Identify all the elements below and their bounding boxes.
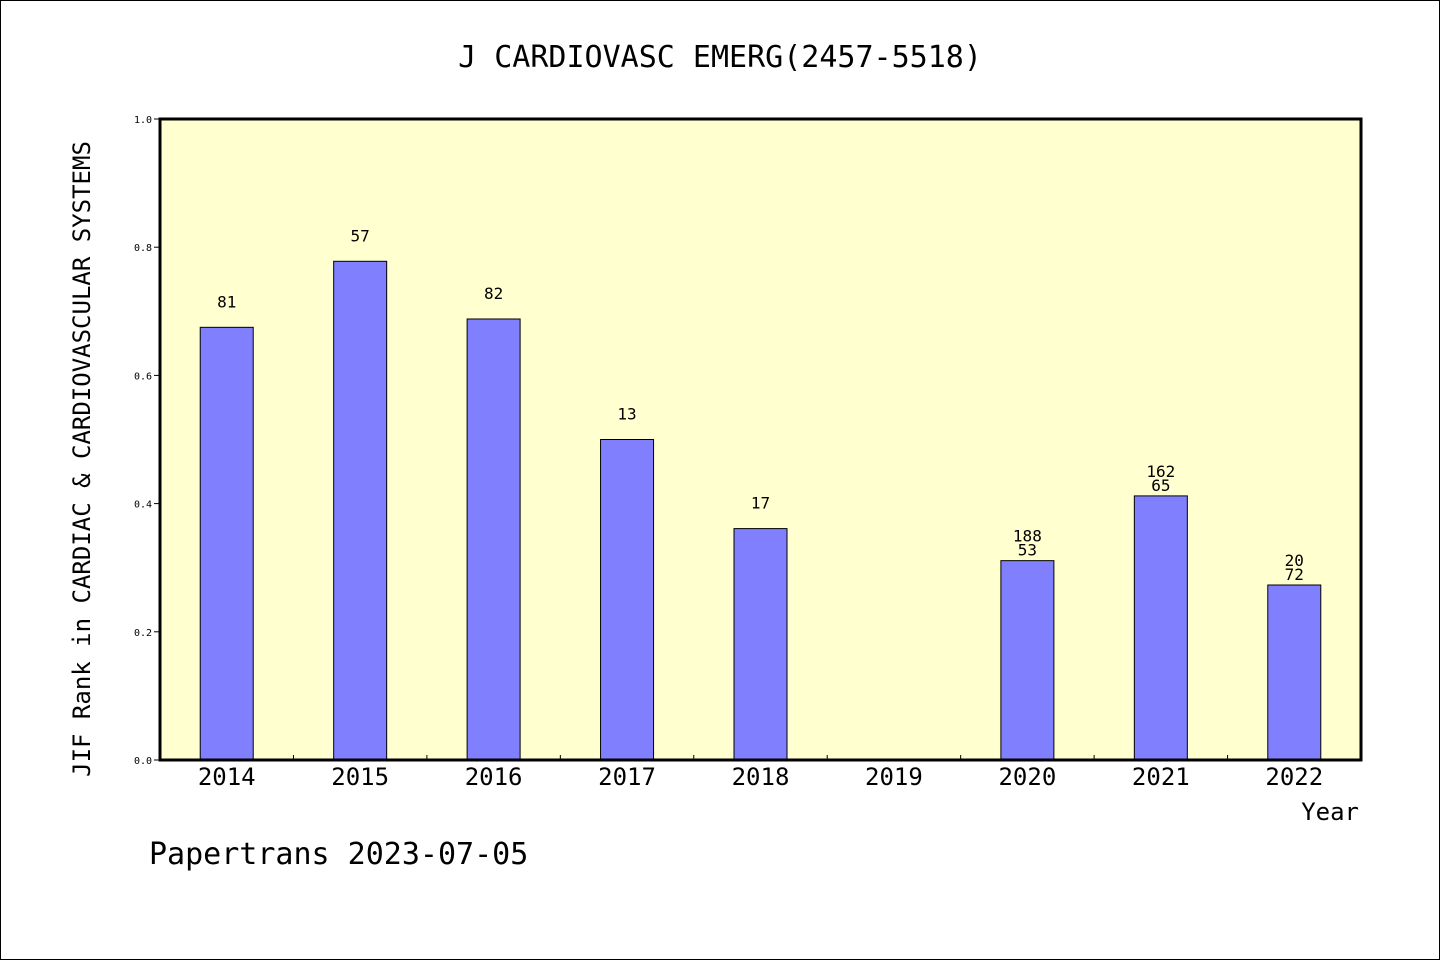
bar-label-2022: 72 [1285, 565, 1304, 584]
x-tick-label: 2019 [865, 763, 923, 791]
chart-title: J CARDIOVASC EMERG(2457-5518) [458, 40, 982, 75]
y-axis: 0.0 0.2 0.4 0.6 0.8 1.0 [134, 115, 160, 767]
bar-label-2020: 188 [1013, 527, 1042, 546]
bar-label-2017: 13 [617, 405, 636, 424]
bar-2015 [333, 260, 388, 761]
x-tick-label: 2016 [465, 763, 523, 791]
bar-label-2016: 82 [484, 284, 503, 303]
y-tick-label: 0.0 [134, 756, 152, 767]
x-tick-label: 2022 [1265, 763, 1323, 791]
y-tick-label: 1.0 [134, 115, 152, 126]
bar-label-2021: 65 [1151, 476, 1170, 495]
bar-2016 [466, 318, 521, 761]
y-tick-label: 0.2 [134, 628, 152, 639]
bar-label-2018: 17 [751, 494, 770, 513]
y-axis-title: JIF Rank in CARDIAC & CARDIOVASCULAR SYS… [68, 141, 96, 777]
x-tick-label: 2015 [331, 763, 389, 791]
bar-2014 [199, 326, 254, 761]
y-tick-label: 0.8 [134, 243, 152, 254]
y-tick-label: 0.6 [134, 371, 152, 382]
x-tick-label: 2014 [198, 763, 256, 791]
bar-label-2020: 53 [1018, 541, 1037, 560]
y-tick-label: 0.4 [134, 500, 152, 511]
bar-label-2014: 81 [217, 292, 236, 311]
bar-label-2021: 162 [1146, 462, 1175, 481]
bar-2017 [600, 439, 655, 761]
bar-label-2015: 57 [351, 226, 370, 245]
bar-2020 [1000, 560, 1055, 761]
x-tick-label: 2017 [598, 763, 656, 791]
footer-credit: Papertrans 2023-07-05 [149, 837, 528, 872]
bar-2022 [1267, 584, 1322, 761]
bar-2021 [1133, 495, 1188, 761]
bar-label-2022: 20 [1285, 551, 1304, 570]
x-tick-label: 2021 [1132, 763, 1190, 791]
x-tick-label: 2020 [998, 763, 1056, 791]
bar-2018 [733, 528, 788, 761]
plot-border [158, 117, 1363, 762]
x-axis: 2014 2015 2016 2017 2018 2019 2020 2021 2022 [198, 755, 1323, 791]
x-tick-label: 2018 [732, 763, 790, 791]
x-axis-title: Year [1301, 798, 1359, 826]
